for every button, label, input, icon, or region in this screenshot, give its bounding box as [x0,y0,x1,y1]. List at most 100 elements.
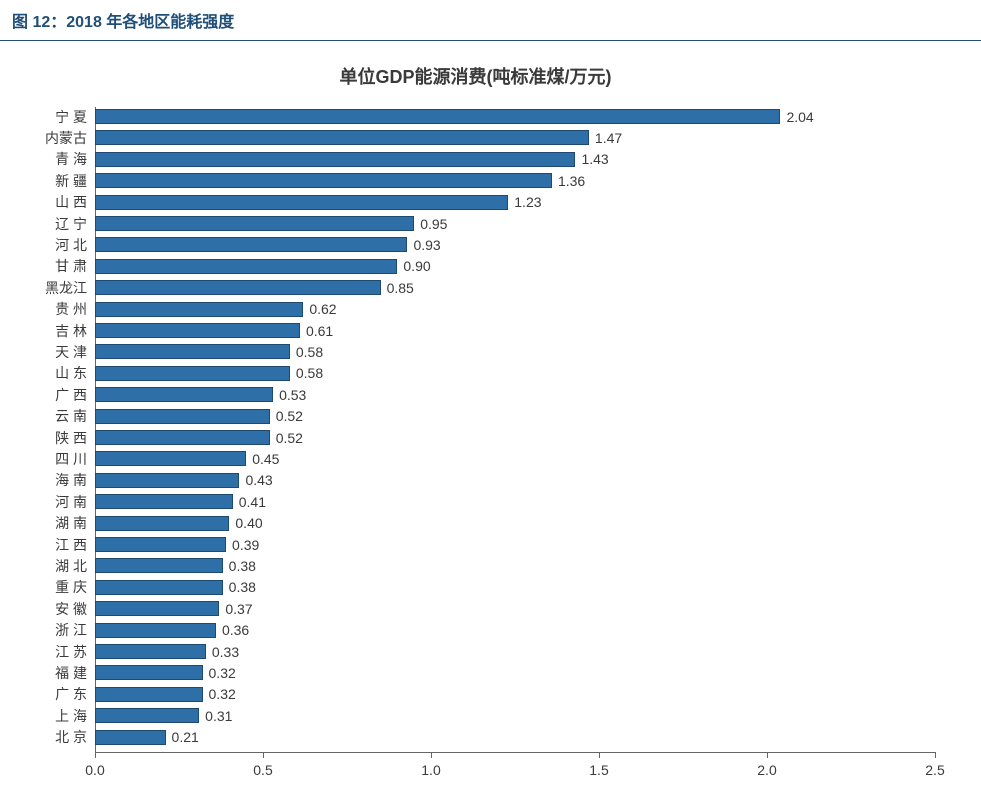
bar-row: 新 疆1.36 [95,173,935,188]
bar-row: 福 建0.32 [95,665,935,680]
x-tick-label: 1.0 [421,762,440,778]
bar-row: 贵 州0.62 [95,302,935,317]
bar-value-label: 0.41 [233,494,266,510]
bar-value-label: 0.58 [290,365,323,381]
category-label: 河 南 [55,492,95,512]
bar [95,366,290,381]
category-label: 甘 肃 [55,256,95,276]
bar [95,152,575,167]
bar [95,173,552,188]
bar-row: 陕 西0.52 [95,430,935,445]
bar [95,130,589,145]
bar-value-label: 0.52 [270,408,303,424]
bar-row: 浙 江0.36 [95,623,935,638]
bar-row: 河 北0.93 [95,237,935,252]
bar-row: 云 南0.52 [95,409,935,424]
bar-row: 广 东0.32 [95,687,935,702]
bar [95,409,270,424]
category-label: 辽 宁 [55,214,95,234]
bar [95,623,216,638]
plot-area: 宁 夏2.04内蒙古1.47青 海1.43新 疆1.36山 西1.23辽 宁0.… [95,107,935,787]
category-label: 广 西 [55,385,95,405]
bar [95,387,273,402]
bar-row: 甘 肃0.90 [95,259,935,274]
category-label: 青 海 [55,149,95,169]
bar-row: 天 津0.58 [95,344,935,359]
bar-row: 辽 宁0.95 [95,216,935,231]
bar-row: 安 徽0.37 [95,601,935,616]
category-label: 江 苏 [55,642,95,662]
x-tick [935,752,936,758]
bar [95,537,226,552]
bar-row: 黑龙江0.85 [95,280,935,295]
category-label: 河 北 [55,235,95,255]
category-label: 湖 南 [55,513,95,533]
category-label: 上 海 [55,706,95,726]
bar-row: 青 海1.43 [95,152,935,167]
bar-row: 江 西0.39 [95,537,935,552]
bar-row: 山 东0.58 [95,366,935,381]
category-label: 天 津 [55,342,95,362]
category-label: 海 南 [55,470,95,490]
category-label: 重 庆 [55,577,95,597]
bar [95,687,203,702]
bar [95,708,199,723]
x-tick [431,752,432,758]
bar [95,665,203,680]
bar-row: 湖 南0.40 [95,516,935,531]
bar-value-label: 0.45 [246,451,279,467]
x-axis: 0.00.51.01.52.02.5 [95,752,935,787]
category-label: 浙 江 [55,620,95,640]
bar-row: 四 川0.45 [95,451,935,466]
bar-value-label: 0.40 [229,515,262,531]
bar-row: 河 南0.41 [95,494,935,509]
bar-row: 上 海0.31 [95,708,935,723]
category-label: 吉 林 [55,321,95,341]
bar [95,644,206,659]
bar [95,430,270,445]
bar [95,280,381,295]
category-label: 湖 北 [55,556,95,576]
bar-value-label: 0.61 [300,323,333,339]
bar-row: 山 西1.23 [95,195,935,210]
category-label: 黑龙江 [45,278,95,298]
category-label: 陕 西 [55,428,95,448]
bar [95,237,407,252]
category-label: 四 川 [55,449,95,469]
bar [95,344,290,359]
bar [95,302,303,317]
bar-value-label: 0.85 [381,280,414,296]
x-tick [767,752,768,758]
category-label: 宁 夏 [55,107,95,127]
bar [95,494,233,509]
bar [95,730,166,745]
bar-value-label: 0.33 [206,644,239,660]
bar-value-label: 0.58 [290,344,323,360]
bar-row: 湖 北0.38 [95,558,935,573]
category-label: 新 疆 [55,171,95,191]
category-label: 贵 州 [55,299,95,319]
bar-value-label: 0.38 [223,558,256,574]
bar-row: 吉 林0.61 [95,323,935,338]
bar [95,473,239,488]
category-label: 广 东 [55,684,95,704]
bar-value-label: 0.38 [223,579,256,595]
bar-row: 重 庆0.38 [95,580,935,595]
bar [95,216,414,231]
x-tick-label: 0.0 [85,762,104,778]
x-tick [95,752,96,758]
bar [95,558,223,573]
bar-value-label: 0.90 [397,258,430,274]
category-label: 安 徽 [55,599,95,619]
bars-region: 宁 夏2.04内蒙古1.47青 海1.43新 疆1.36山 西1.23辽 宁0.… [95,107,935,752]
bar-value-label: 1.43 [575,151,608,167]
bar [95,516,229,531]
category-label: 山 东 [55,363,95,383]
bar-value-label: 0.31 [199,708,232,724]
bar-row: 内蒙古1.47 [95,130,935,145]
bar-value-label: 0.62 [303,301,336,317]
x-tick-label: 1.5 [589,762,608,778]
bar-value-label: 1.47 [589,130,622,146]
bar-value-label: 0.36 [216,622,249,638]
category-label: 江 西 [55,535,95,555]
